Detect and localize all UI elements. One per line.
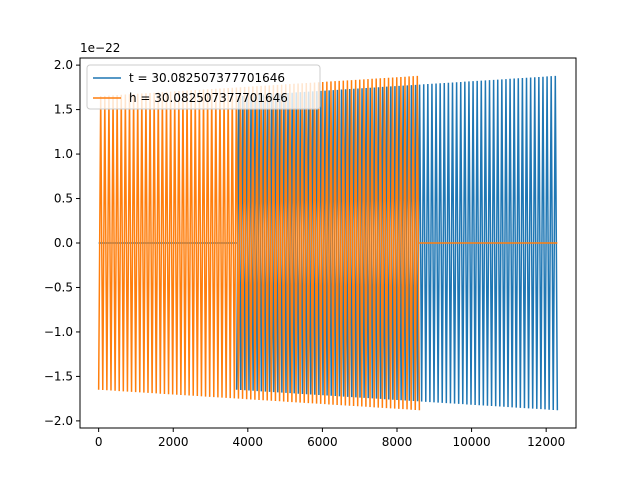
legend-box xyxy=(86,64,321,110)
legend: t = 30.082507377701646 h = 30.08250737770… xyxy=(86,64,321,110)
y-offset-text: 1e−22 xyxy=(80,41,120,55)
x-tick-label: 4000 xyxy=(233,435,264,449)
y-tick-label: −2.0 xyxy=(44,414,73,428)
x-tick-label: 8000 xyxy=(382,435,413,449)
x-tick-label: 10000 xyxy=(452,435,490,449)
legend-label-0: t = 30.082507377701646 xyxy=(129,71,285,85)
x-tick-label: 2000 xyxy=(158,435,189,449)
y-tick-label: −1.0 xyxy=(44,325,73,339)
series-line-1 xyxy=(97,75,558,411)
y-tick-label: −0.5 xyxy=(44,280,73,294)
y-tick-label: 1.0 xyxy=(54,147,73,161)
x-tick-label: 0 xyxy=(95,435,103,449)
y-tick-label: 0.5 xyxy=(54,192,73,206)
y-tick-label: 2.0 xyxy=(54,58,73,72)
x-tick-label: 12000 xyxy=(527,435,565,449)
legend-label-1: h = 30.082507377701646 xyxy=(129,91,288,105)
y-tick-label: 1.5 xyxy=(54,103,73,117)
y-tick-label: 0.0 xyxy=(54,236,73,250)
y-axis: −2.0 −1.5 −1.0 −0.5 0.0 0.5 1.0 1.5 2.0 xyxy=(44,58,80,428)
x-tick-label: 6000 xyxy=(307,435,338,449)
y-tick-label: −1.5 xyxy=(44,369,73,383)
x-axis: 0 2000 4000 6000 8000 10000 12000 xyxy=(95,428,565,449)
